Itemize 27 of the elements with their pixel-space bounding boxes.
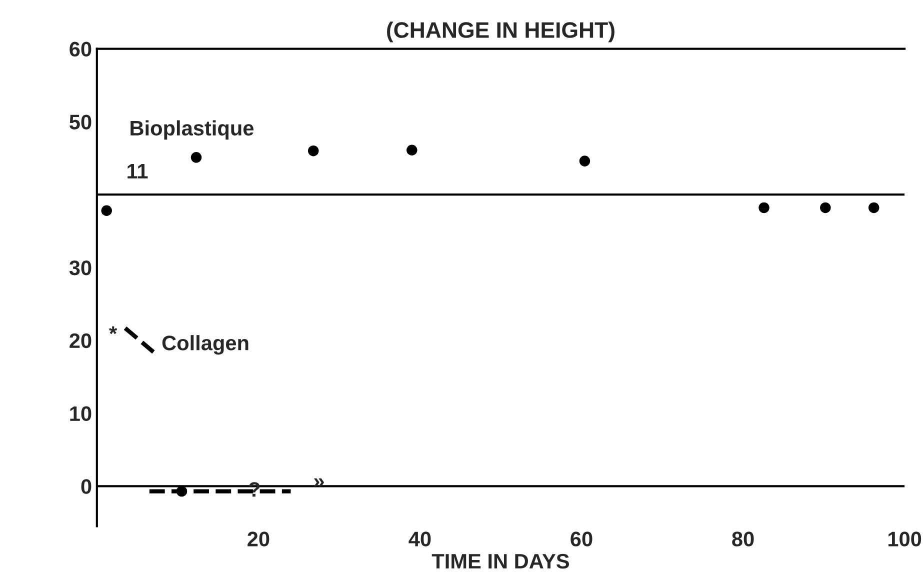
y-tick-label: 60 xyxy=(70,42,92,57)
chart-title: (CHANGE IN HEIGHT) xyxy=(387,22,614,42)
point xyxy=(406,144,418,156)
x-tick-label: 60 xyxy=(570,532,592,546)
y-tick-label: 50 xyxy=(70,114,92,130)
y-tick-label: 30 xyxy=(69,260,92,276)
point xyxy=(190,152,202,163)
y-tick-label: 0 xyxy=(81,479,92,494)
legend-label: Collagen xyxy=(162,335,248,355)
point xyxy=(820,202,831,214)
x-axis-title: TIME IN DAYS xyxy=(432,554,569,569)
annotation: * xyxy=(109,326,118,334)
y-tick-label: 20 xyxy=(70,333,92,348)
point xyxy=(176,486,188,497)
annotation: 11 xyxy=(128,164,148,178)
point xyxy=(308,145,319,156)
x-tick-label: 80 xyxy=(732,532,754,546)
point xyxy=(758,202,770,214)
point xyxy=(579,156,590,166)
x-tick-label: 40 xyxy=(408,532,431,546)
annotation: » xyxy=(314,478,324,486)
x-tick-label: 20 xyxy=(248,532,270,546)
y-tick-label: 10 xyxy=(70,406,92,422)
series-label: Bioplastique xyxy=(130,120,254,140)
point xyxy=(101,205,112,216)
point xyxy=(868,202,880,214)
x-tick-label: 100 xyxy=(888,532,922,546)
